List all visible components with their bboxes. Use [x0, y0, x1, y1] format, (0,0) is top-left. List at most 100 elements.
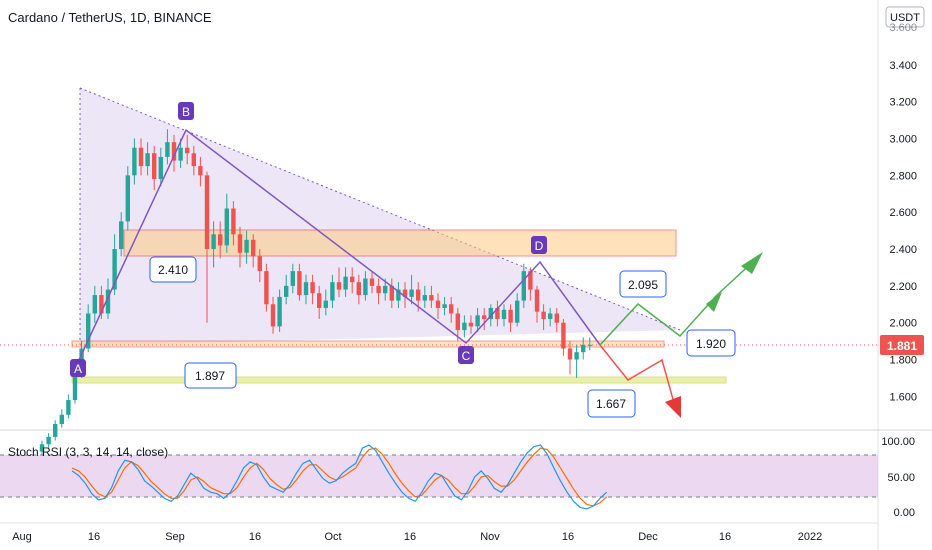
candle-body	[435, 300, 441, 308]
price-tick-top: 3.600	[889, 22, 917, 34]
candle-body	[396, 289, 401, 301]
candle-body	[72, 368, 78, 401]
price-label-1897[interactable]: 1.897	[184, 362, 237, 389]
time-tick: 16	[719, 531, 731, 543]
candle-body	[310, 282, 315, 294]
candle-body	[86, 313, 91, 349]
stoch-rsi-lines	[71, 444, 608, 510]
price-label-2410[interactable]: 2.410	[149, 256, 197, 283]
time-tick: Aug	[12, 531, 32, 543]
bearish-projection	[599, 344, 677, 411]
candle-body	[237, 234, 243, 253]
triangle-fill	[80, 88, 680, 346]
candle-body	[356, 282, 361, 296]
time-tick: 16	[562, 531, 574, 543]
candle-body	[79, 348, 84, 369]
candle-body	[402, 289, 408, 297]
price-tick: 3.000	[889, 134, 917, 146]
candle-body	[521, 271, 526, 301]
candle-body	[369, 278, 375, 286]
time-tick: 16	[404, 531, 416, 543]
current-price-badge: 1.881	[880, 335, 924, 355]
point-b-marker[interactable]: B	[178, 102, 194, 120]
candle-body	[455, 313, 460, 331]
candle-body	[495, 307, 500, 320]
candle-body	[422, 295, 427, 301]
candle-body	[244, 239, 249, 253]
point-c-label: C	[462, 349, 471, 363]
support-zone-green[interactable]	[71, 376, 727, 384]
candle-body	[178, 147, 183, 161]
candle-body	[383, 285, 388, 294]
candle-body	[501, 309, 507, 320]
svg-text:USDT: USDT	[890, 12, 920, 24]
point-c-marker[interactable]: C	[458, 346, 474, 364]
candle-body	[257, 256, 262, 272]
candle-body	[99, 295, 104, 314]
stoch-k-line	[71, 444, 608, 510]
candles-group	[39, 129, 592, 456]
candle-body	[297, 271, 302, 296]
candle-body	[462, 322, 467, 331]
price-label-2095[interactable]: 2.095	[619, 270, 667, 298]
candle-body	[363, 278, 368, 296]
stoch-tick-0: 0.00	[894, 507, 915, 519]
candle-body	[389, 285, 394, 301]
price-label-1667[interactable]: 1.667	[587, 389, 636, 418]
bearish-arrowhead	[665, 396, 681, 418]
time-tick: Nov	[480, 531, 500, 543]
candle-body	[112, 249, 117, 290]
bullish-arrowhead	[741, 252, 763, 274]
price-tick: 3.400	[889, 60, 917, 72]
currency-badge[interactable]: USDT	[885, 6, 925, 28]
candle-body	[39, 444, 45, 452]
candle-body	[46, 436, 51, 445]
candle-body	[66, 400, 71, 415]
candle-body	[284, 285, 289, 297]
resistance-zone[interactable]	[123, 229, 677, 257]
candle-body	[211, 234, 216, 250]
candle-body	[515, 300, 520, 323]
candle-body	[132, 147, 137, 176]
candle-body	[145, 153, 150, 167]
candle-body	[105, 289, 111, 314]
candle-body	[277, 296, 282, 327]
candle-body	[376, 285, 381, 294]
candle-body	[488, 307, 493, 320]
candle-body	[482, 315, 487, 320]
svg-text:1.897: 1.897	[195, 369, 225, 383]
price-tick: 1.800	[889, 355, 917, 367]
stoch-tick-50: 50.00	[887, 472, 915, 484]
candle-body	[323, 300, 328, 308]
point-b-label: B	[182, 105, 190, 119]
time-tick: 16	[249, 531, 261, 543]
time-tick: 2022	[798, 531, 822, 543]
candle-body	[528, 271, 533, 290]
candle-body	[303, 282, 309, 296]
svg-text:2.410: 2.410	[158, 263, 188, 277]
svg-text:1.667: 1.667	[596, 397, 626, 411]
price-tick: 1.600	[889, 391, 917, 403]
candle-body	[442, 304, 447, 308]
candle-body	[581, 344, 586, 353]
chart-title: Cardano / TetherUS, 1D, BINANCE	[8, 10, 212, 25]
abcd-path	[77, 128, 601, 363]
support-zone-red[interactable]	[71, 340, 665, 348]
time-tick: Sep	[165, 531, 185, 543]
candle-body	[587, 344, 592, 346]
point-d-marker[interactable]: D	[531, 236, 547, 254]
candle-body	[158, 156, 163, 180]
stoch-d-line	[71, 447, 608, 507]
candle-body	[224, 208, 229, 246]
price-label-1920[interactable]: 1.920	[686, 329, 736, 357]
price-tick: 3.200	[889, 97, 917, 109]
price-tick: 2.800	[889, 170, 917, 182]
time-ticks: Aug 16 Sep 16 Oct 16 Nov 16 Dec 16 2022	[12, 531, 822, 543]
candle-body	[59, 414, 64, 424]
candle-body	[138, 147, 144, 167]
point-a-marker[interactable]: A	[70, 359, 86, 377]
candle-body	[270, 304, 276, 327]
candle-body	[508, 309, 513, 323]
candle-body	[198, 166, 203, 176]
